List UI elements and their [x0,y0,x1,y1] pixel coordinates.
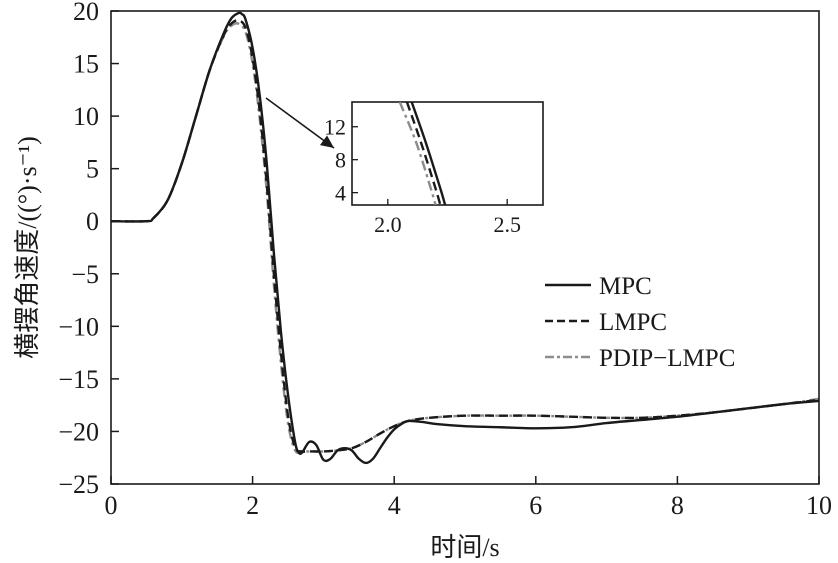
legend-item: PDIP−LMPC [545,345,735,372]
x-tick-label: 2 [246,491,259,520]
inset-line-mpc [410,102,447,205]
inset-x-tick-label: 2.0 [374,212,402,237]
x-tick-label: 4 [388,491,401,520]
y-tick-label: −10 [58,312,99,341]
inset-y-tick-label: 12 [324,115,346,140]
x-tick-label: 0 [105,491,118,520]
series-line-pdip-lmpc [110,22,820,454]
y-tick-label: 15 [73,50,99,79]
legend-item: MPC [545,273,652,300]
legend-label: PDIP−LMPC [599,345,735,372]
y-tick-label: −5 [71,260,99,289]
y-tick-label: 5 [86,155,99,184]
callout-arrowhead [319,135,334,148]
series-line-mpc [110,11,820,465]
inset-line-lmpc [405,102,442,205]
y-tick-label: −20 [58,417,99,446]
y-tick-label: −25 [58,470,99,499]
legend-label: MPC [599,273,652,300]
legend-item: LMPC [545,309,667,336]
x-axis-title: 时间/s [430,533,499,562]
inset-y-tick-label: 4 [335,181,346,206]
y-tick-label: 0 [86,207,99,236]
zoom-inset: 2.0 2.5 4 8 12 [324,101,544,237]
inset-line-pdip-lmpc [398,102,437,205]
plot-area-frame [110,10,820,485]
x-tick-label: 6 [529,491,542,520]
y-tick-label: 20 [73,0,99,26]
legend: MPC LMPC PDIP−LMPC [545,273,735,372]
inset-y-tick-label: 8 [335,148,346,173]
y-tick-labels: −25 −20 −15 −10 −5 0 5 10 15 20 [58,0,99,499]
y-tick-label: 10 [73,102,99,131]
inset-lines [398,102,447,205]
x-tick-label: 8 [671,491,684,520]
x-tick-label: 10 [806,491,832,520]
y-axis-title: 横摆角速度/((°)·s⁻¹) [13,136,42,359]
zoom-callout-arrow [265,97,335,149]
x-tick-labels: 0 2 4 6 8 10 [105,491,833,520]
legend-label: LMPC [599,309,667,336]
series-line-lmpc [110,19,820,453]
inset-x-tick-label: 2.5 [493,212,521,237]
callout-line [265,97,335,149]
main-series-lines [110,11,820,465]
inset-frame [351,101,544,206]
y-tick-label: −15 [58,365,99,394]
